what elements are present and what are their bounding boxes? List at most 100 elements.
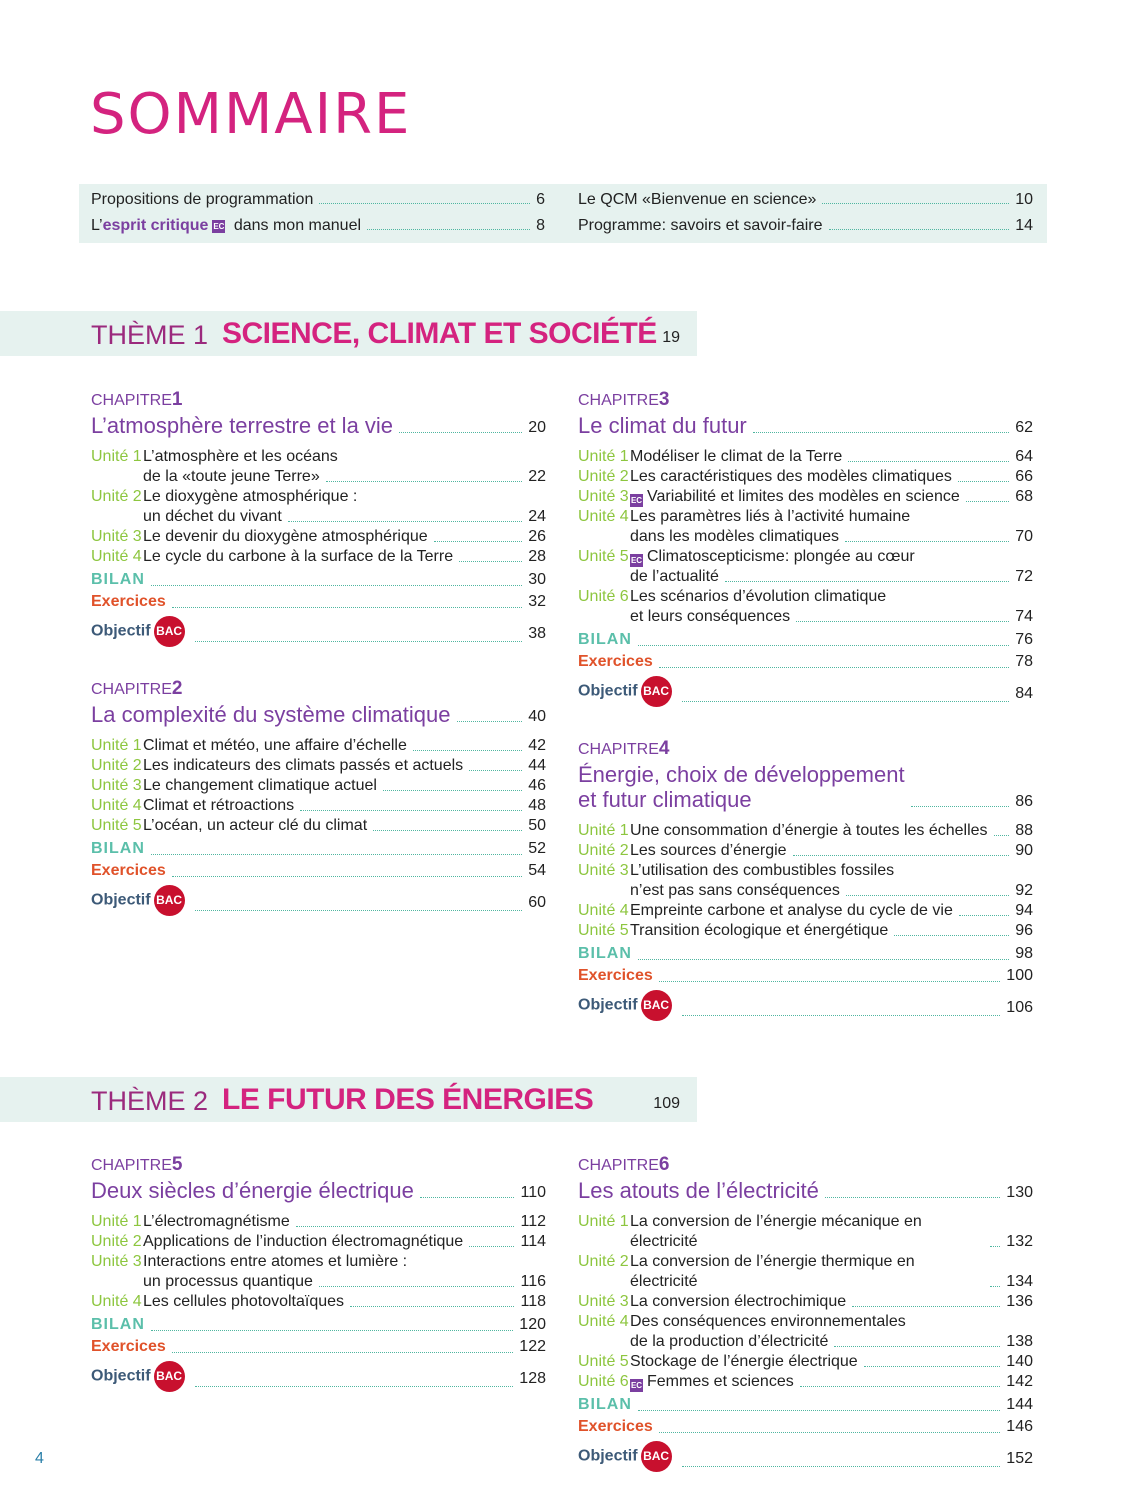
bilan-entry[interactable]: BILAN 76 xyxy=(578,629,1033,651)
unit-title: n’est pas sans conséquences xyxy=(630,882,840,899)
unit-entry[interactable]: Unité 5 EC Climatoscepticisme: plongée au … xyxy=(578,547,1033,587)
unit-entry[interactable]: Unité 6 EC Femmes et sciences 142 xyxy=(578,1372,1033,1392)
unit-entry[interactable]: Unité 1 Une consommation d’énergie à tout… xyxy=(578,821,1033,841)
unit-entry[interactable]: Unité 3 EC Variabilité et limites des modè… xyxy=(578,487,1033,507)
unit-entry[interactable]: Unité 4 Empreinte carbone et analyse du c… xyxy=(578,901,1033,921)
ec-badge-icon: EC xyxy=(630,554,643,567)
unit-entry[interactable]: Unité 1 L’électromagnétisme 112 xyxy=(91,1212,546,1232)
unit-entry[interactable]: Unité 3 L’utilisation des combustibles fo… xyxy=(578,861,1033,901)
unit-line: Modéliser le climat de la Terre 64 xyxy=(630,447,1033,467)
unit-entry[interactable]: Unité 5 Stockage de l’énergie électrique 1… xyxy=(578,1352,1033,1372)
chapter-title-text: Le climat du futur xyxy=(578,413,747,438)
dot-leader xyxy=(325,481,523,482)
exercices-entry[interactable]: Exercices 78 xyxy=(578,651,1033,673)
dot-leader xyxy=(990,1246,1001,1247)
chapter-title[interactable]: Le climat du futur 62 xyxy=(578,413,1033,438)
objectif-bac-entry[interactable]: Objectif BAC 60 xyxy=(91,885,546,916)
chapter-word: CHAPITRE xyxy=(91,681,172,698)
objectif-bac-entry[interactable]: Objectif BAC 128 xyxy=(91,1361,546,1392)
unit-entry[interactable]: Unité 4 Les paramètres liés à l’activité … xyxy=(578,507,1033,547)
chapter-number: 4 xyxy=(658,738,670,759)
bilan-entry[interactable]: BILAN 144 xyxy=(578,1394,1033,1416)
theme-2-banner[interactable]: THÈME 2 LE FUTUR DES ÉNERGIES 109 xyxy=(0,1077,697,1122)
unit-number: Unité 6 xyxy=(578,588,629,605)
page-number: 146 xyxy=(1006,1418,1033,1435)
unit-entry[interactable]: Unité 6 Les scénarios d’évolution climati… xyxy=(578,587,1033,627)
chapter-title[interactable]: Énergie, choix de développement et futur … xyxy=(578,762,1033,812)
intro-item[interactable]: L’esprit critique EC dans mon manuel 8 xyxy=(91,213,545,235)
dot-leader xyxy=(637,645,1010,646)
title-line: Énergie, choix de développement xyxy=(578,762,905,787)
unit-entry[interactable]: Unité 1 La conversion de l’énergie mécani… xyxy=(578,1212,1033,1252)
exercices-entry[interactable]: Exercices 32 xyxy=(91,591,546,613)
exercices-entry[interactable]: Exercices 122 xyxy=(91,1336,546,1358)
exercices-entry[interactable]: Exercices 146 xyxy=(578,1416,1033,1438)
intro-label: Le QCM «Bienvenue en science» xyxy=(578,191,817,208)
unit-entry[interactable]: Unité 4 Des conséquences environnementale… xyxy=(578,1312,1033,1352)
chapter-title[interactable]: Les atouts de l’électricité 130 xyxy=(578,1178,1033,1203)
ec-badge-icon: EC xyxy=(630,494,643,507)
unit-entry[interactable]: Unité 4 Le cycle du carbone à la surface … xyxy=(91,547,546,567)
objectif-bac-entry[interactable]: Objectif BAC 84 xyxy=(578,676,1033,707)
unit-entry[interactable]: Unité 4 Climat et rétroactions 48 xyxy=(91,796,546,816)
unit-number: Unité 2 xyxy=(91,757,142,774)
unit-entry[interactable]: Unité 3 La conversion électrochimique 136 xyxy=(578,1292,1033,1312)
exercices-entry[interactable]: Exercices 100 xyxy=(578,965,1033,987)
unit-number: Unité 5 xyxy=(578,922,629,939)
bilan-entry[interactable]: BILAN 98 xyxy=(578,943,1033,965)
unit-entry[interactable]: Unité 2 Les caractéristiques des modèles … xyxy=(578,467,1033,487)
objectif-text: Objectif xyxy=(91,891,151,909)
bac-badge-icon: BAC xyxy=(640,1441,672,1472)
page-number: 109 xyxy=(653,1095,680,1112)
page-number: 64 xyxy=(1015,448,1033,465)
unit-number: Unité 1 xyxy=(91,737,142,754)
unit-entry[interactable]: Unité 1 Climat et météo, une affaire d’éc… xyxy=(91,736,546,756)
intro-item[interactable]: Propositions de programmation 6 xyxy=(91,187,545,209)
intro-item[interactable]: Le QCM «Bienvenue en science» 10 xyxy=(578,187,1033,209)
chapter-2: CHAPITRE2 La complexité du système climat… xyxy=(91,679,546,916)
unit-entry[interactable]: Unité 1 Modéliser le climat de la Terre 64 xyxy=(578,447,1033,467)
objectif-label: Objectif BAC xyxy=(91,885,185,916)
unit-number: Unité 5 xyxy=(578,1353,629,1370)
bilan-entry[interactable]: BILAN 120 xyxy=(91,1314,546,1336)
unit-entry[interactable]: Unité 1 L’atmosphère et les océans de la «… xyxy=(91,447,546,487)
dot-leader xyxy=(848,461,1010,462)
unit-entry[interactable]: Unité 2 Applications de l’induction élect… xyxy=(91,1232,546,1252)
chapter-title[interactable]: Deux siècles d’énergie électrique 110 xyxy=(91,1178,546,1203)
bilan-entry[interactable]: BILAN 30 xyxy=(91,569,546,591)
exercices-entry[interactable]: Exercices 54 xyxy=(91,860,546,882)
dot-leader xyxy=(658,981,1001,982)
unit-entry[interactable]: Unité 4 Les cellules photovoltaïques 118 xyxy=(91,1292,546,1312)
page-number: 60 xyxy=(528,894,546,911)
objectif-bac-entry[interactable]: Objectif BAC 152 xyxy=(578,1441,1033,1472)
chapter-title[interactable]: La complexité du système climatique 40 xyxy=(91,702,546,727)
unit-entry[interactable]: Unité 2 Le dioxygène atmosphérique : un dé… xyxy=(91,487,546,527)
unit-entry[interactable]: Unité 3 Le devenir du dioxygène atmosphér… xyxy=(91,527,546,547)
objectif-bac-entry[interactable]: Objectif BAC 38 xyxy=(91,616,546,647)
dot-leader xyxy=(834,1346,1001,1347)
objectif-bac-entry[interactable]: Objectif BAC 106 xyxy=(578,990,1033,1021)
unit-entry[interactable]: Unité 3 Interactions entre atomes et lumi… xyxy=(91,1252,546,1292)
intro-item[interactable]: Programme: savoirs et savoir-faire 14 xyxy=(578,213,1033,235)
page-number: 8 xyxy=(536,217,545,234)
theme-1-banner[interactable]: THÈME 1 SCIENCE, CLIMAT ET SOCIÉTÉ 19 xyxy=(0,311,697,356)
unit-body: L’électromagnétisme 112 xyxy=(143,1212,546,1232)
unit-title: Modéliser le climat de la Terre xyxy=(630,448,843,465)
unit-entry[interactable]: Unité 5 Transition écologique et énergéti… xyxy=(578,921,1033,941)
page-number: 114 xyxy=(520,1233,546,1250)
chapter-title-text: Énergie, choix de développement et futur … xyxy=(578,762,905,812)
unit-title: Les indicateurs des climats passés et ac… xyxy=(143,757,464,774)
bilan-label: BILAN xyxy=(578,1396,632,1413)
page-number: 116 xyxy=(520,1273,546,1290)
unit-entry[interactable]: Unité 2 Les indicateurs des climats passé… xyxy=(91,756,546,776)
chapter-title[interactable]: L’atmosphère terrestre et la vie 20 xyxy=(91,413,546,438)
unit-entry[interactable]: Unité 2 La conversion de l’énergie thermi… xyxy=(578,1252,1033,1292)
unit-entry[interactable]: Unité 5 L’océan, un acteur clé du climat 5… xyxy=(91,816,546,836)
text: L’ xyxy=(91,217,103,234)
unit-entry[interactable]: Unité 3 Le changement climatique actuel 46 xyxy=(91,776,546,796)
unit-line: Climat et météo, une affaire d’échelle 42 xyxy=(143,736,546,756)
bilan-entry[interactable]: BILAN 52 xyxy=(91,838,546,860)
unit-number: Unité 1 xyxy=(578,1213,629,1230)
unit-title: Une consommation d’énergie à toutes les … xyxy=(630,822,988,839)
unit-entry[interactable]: Unité 2 Les sources d’énergie 90 xyxy=(578,841,1033,861)
